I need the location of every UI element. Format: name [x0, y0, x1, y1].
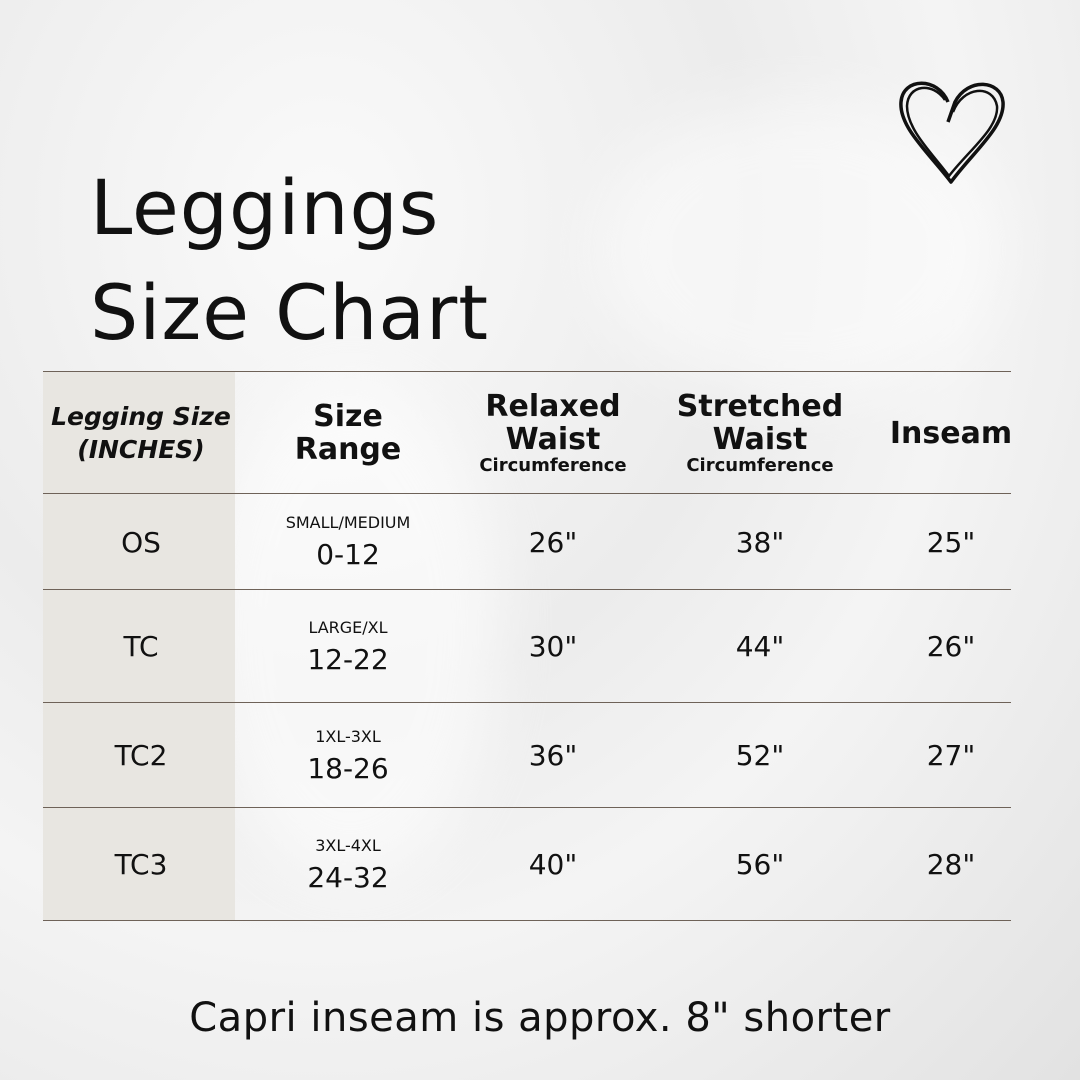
size-range: 18-26	[307, 751, 389, 785]
background-fabric	[200, 380, 500, 880]
table-row: TC3 3XL-4XL 24-32 40" 56" 28"	[43, 807, 1011, 921]
size-label: 1XL-3XL	[315, 726, 381, 746]
table-bottom-rule	[43, 920, 1011, 921]
size-range: 0-12	[316, 538, 380, 571]
relaxed-waist-value: 30"	[528, 630, 578, 663]
header-legging-size: Legging Size (INCHES)	[43, 372, 239, 494]
stretched-waist-value: 44"	[735, 630, 785, 663]
background-fabric	[600, 100, 1000, 400]
header-size-range: Size Range	[248, 372, 448, 494]
header-text: Stretched	[676, 389, 844, 424]
size-label: 3XL-4XL	[315, 835, 381, 855]
relaxed-waist-value: 36"	[528, 739, 578, 772]
relaxed-waist-value: 40"	[528, 848, 578, 881]
header-stretched-waist: Stretched Waist Circumference	[660, 372, 860, 494]
table-row: OS SMALL/MEDIUM 0-12 26" 38" 25"	[43, 493, 1011, 590]
header-text: Inseam	[889, 415, 1013, 451]
size-range: 24-32	[307, 860, 389, 894]
size-value: TC2	[114, 739, 168, 772]
capri-note: Capri inseam is approx. 8" shorter	[189, 995, 891, 1041]
header-text: Relaxed	[485, 389, 621, 424]
stretched-waist-value: 52"	[735, 739, 785, 772]
title-line-2: Size Chart	[90, 268, 490, 357]
size-value: OS	[121, 525, 161, 559]
header-text: Waist	[712, 422, 808, 457]
header-text: Waist	[505, 422, 601, 457]
size-value: TC3	[114, 848, 168, 881]
table-row: TC LARGE/XL 12-22 30" 44" 26"	[43, 589, 1011, 703]
table-row: TC2 1XL-3XL 18-26 36" 52" 27"	[43, 702, 1011, 808]
inseam-value: 28"	[926, 848, 976, 881]
inseam-value: 27"	[926, 739, 976, 772]
stretched-waist-value: 38"	[735, 525, 785, 559]
page-title: Leggings Size Chart	[90, 155, 489, 365]
title-line-1: Leggings	[90, 163, 440, 252]
size-value: TC	[123, 630, 159, 663]
size-range: 12-22	[307, 642, 389, 676]
relaxed-waist-value: 26"	[528, 525, 578, 559]
size-label: LARGE/XL	[308, 617, 388, 637]
header-text: Size	[313, 399, 383, 434]
header-subtext: Circumference	[686, 455, 834, 476]
header-inseam: Inseam	[851, 372, 1051, 494]
stretched-waist-value: 56"	[735, 848, 785, 881]
first-column-background	[43, 372, 235, 920]
inseam-value: 25"	[926, 525, 976, 559]
inseam-value: 26"	[926, 630, 976, 663]
header-row: Legging Size (INCHES) Size Range Relaxed Wa…	[43, 371, 1012, 494]
heart-icon	[899, 81, 1005, 184]
size-label: SMALL/MEDIUM	[285, 513, 411, 532]
header-text: Legging Size	[51, 402, 231, 431]
header-text: Range	[294, 432, 402, 467]
header-text: (INCHES)	[77, 435, 205, 464]
header-subtext: Circumference	[479, 455, 627, 476]
header-relaxed-waist: Relaxed Waist Circumference	[453, 372, 653, 494]
